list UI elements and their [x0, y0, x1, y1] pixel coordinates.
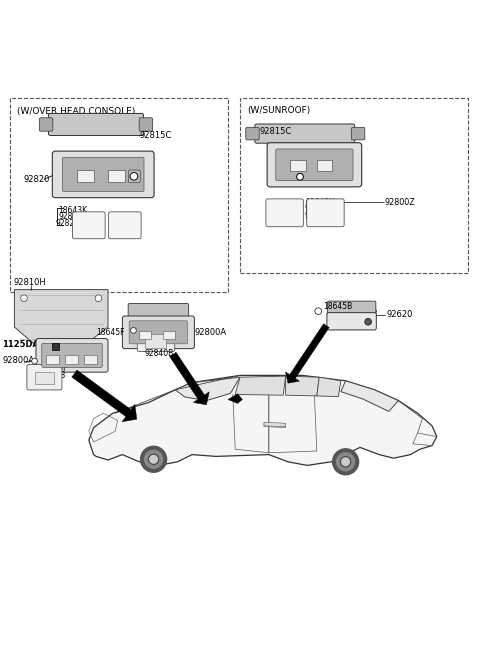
FancyBboxPatch shape — [317, 160, 332, 171]
Text: 92822E: 92822E — [55, 219, 84, 228]
Text: 92820: 92820 — [23, 174, 49, 184]
Polygon shape — [317, 377, 341, 397]
Circle shape — [365, 318, 372, 325]
Polygon shape — [235, 376, 286, 395]
Text: 92823D: 92823D — [305, 205, 335, 213]
Circle shape — [297, 173, 303, 180]
Circle shape — [144, 450, 163, 468]
Polygon shape — [52, 343, 59, 350]
Text: 18645F: 18645F — [96, 328, 125, 337]
Circle shape — [336, 453, 355, 471]
Circle shape — [149, 455, 158, 464]
FancyBboxPatch shape — [129, 170, 140, 182]
Circle shape — [333, 449, 359, 475]
FancyBboxPatch shape — [27, 365, 62, 390]
Text: 92810H: 92810H — [13, 278, 46, 287]
FancyBboxPatch shape — [327, 313, 376, 330]
Text: 18645F: 18645F — [39, 364, 68, 373]
Circle shape — [341, 457, 350, 467]
Polygon shape — [169, 352, 209, 405]
FancyBboxPatch shape — [128, 304, 189, 321]
Polygon shape — [286, 376, 319, 396]
Polygon shape — [286, 324, 329, 383]
Circle shape — [32, 358, 37, 364]
Text: 18643K: 18643K — [305, 197, 334, 207]
FancyBboxPatch shape — [39, 118, 53, 131]
Polygon shape — [14, 289, 108, 347]
FancyBboxPatch shape — [72, 212, 105, 239]
FancyBboxPatch shape — [145, 335, 166, 348]
Text: (W/SUNROOF): (W/SUNROOF) — [247, 106, 311, 115]
Text: 92815C: 92815C — [259, 127, 291, 136]
FancyBboxPatch shape — [77, 170, 94, 182]
Circle shape — [141, 446, 167, 472]
Circle shape — [315, 308, 322, 315]
FancyBboxPatch shape — [65, 356, 78, 364]
FancyBboxPatch shape — [327, 301, 376, 316]
Circle shape — [150, 455, 157, 463]
Text: 92800A: 92800A — [194, 328, 227, 337]
Circle shape — [131, 327, 136, 333]
Polygon shape — [175, 377, 240, 401]
Text: 92815C: 92815C — [140, 131, 172, 140]
FancyBboxPatch shape — [84, 356, 97, 364]
FancyBboxPatch shape — [48, 113, 144, 136]
Polygon shape — [72, 370, 137, 422]
FancyBboxPatch shape — [129, 321, 188, 344]
FancyBboxPatch shape — [36, 338, 108, 372]
Text: 92840B: 92840B — [144, 349, 173, 358]
Text: 92822E: 92822E — [305, 211, 334, 220]
FancyBboxPatch shape — [267, 143, 362, 187]
Text: (W/OVER HEAD CONSOLE): (W/OVER HEAD CONSOLE) — [17, 107, 135, 116]
FancyBboxPatch shape — [62, 157, 144, 192]
Text: 18645B: 18645B — [323, 302, 352, 311]
Text: 92823D: 92823D — [58, 212, 88, 221]
FancyBboxPatch shape — [163, 331, 175, 338]
Circle shape — [342, 458, 349, 466]
Polygon shape — [89, 375, 437, 465]
FancyBboxPatch shape — [246, 127, 259, 140]
FancyBboxPatch shape — [351, 127, 365, 140]
FancyBboxPatch shape — [255, 124, 355, 143]
FancyBboxPatch shape — [290, 160, 306, 171]
FancyBboxPatch shape — [307, 199, 344, 227]
Polygon shape — [264, 422, 286, 427]
FancyBboxPatch shape — [276, 149, 353, 180]
Text: 92800A: 92800A — [2, 356, 35, 365]
FancyBboxPatch shape — [137, 327, 175, 352]
FancyBboxPatch shape — [108, 212, 141, 239]
Text: 92840B: 92840B — [37, 371, 66, 380]
Polygon shape — [264, 423, 286, 428]
FancyBboxPatch shape — [122, 316, 194, 348]
FancyBboxPatch shape — [35, 372, 54, 384]
Text: 18643K: 18643K — [58, 206, 87, 215]
Polygon shape — [228, 394, 242, 403]
Text: 1125DA: 1125DA — [2, 340, 39, 349]
Circle shape — [130, 173, 138, 180]
FancyBboxPatch shape — [46, 356, 59, 364]
Text: 92800Z: 92800Z — [385, 197, 416, 207]
Polygon shape — [341, 380, 398, 411]
FancyBboxPatch shape — [139, 118, 153, 131]
FancyBboxPatch shape — [266, 199, 303, 227]
FancyBboxPatch shape — [52, 151, 154, 197]
Circle shape — [95, 295, 102, 302]
Circle shape — [21, 295, 27, 302]
FancyBboxPatch shape — [108, 170, 125, 182]
FancyBboxPatch shape — [139, 331, 151, 338]
Text: 92620: 92620 — [386, 310, 413, 319]
FancyBboxPatch shape — [42, 343, 102, 367]
